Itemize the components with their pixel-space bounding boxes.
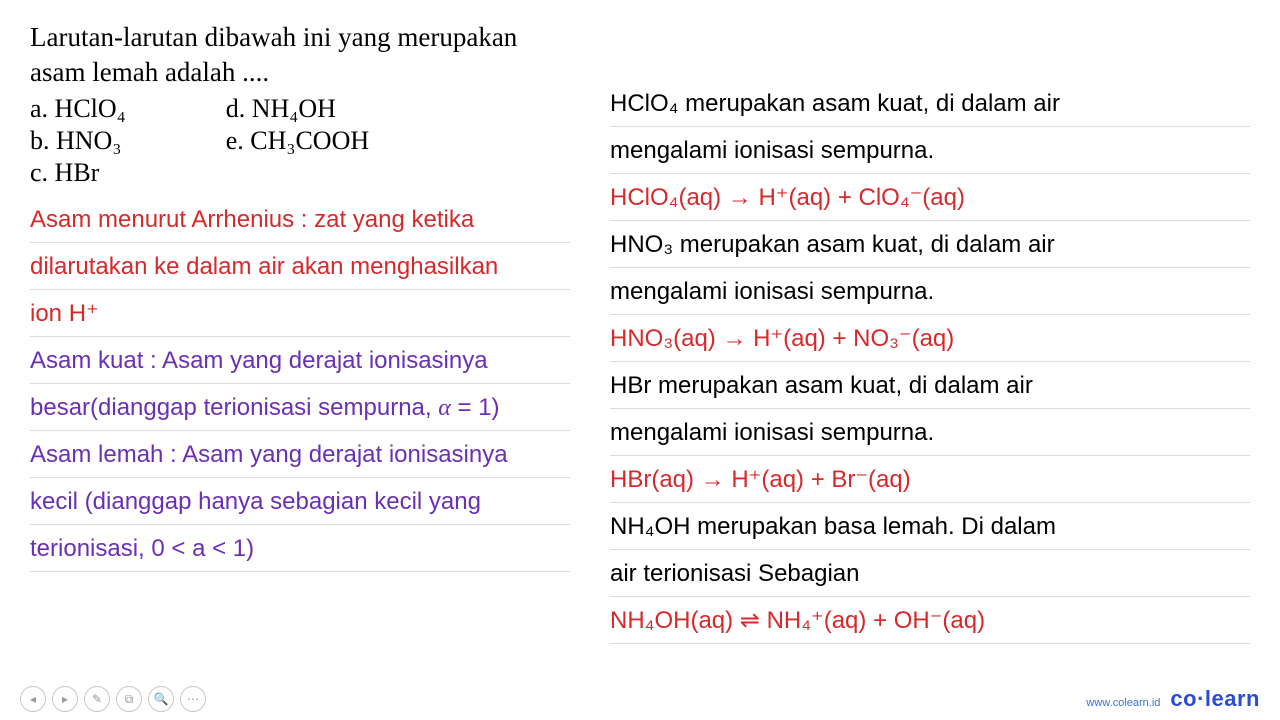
copy-button[interactable]: ⧉ <box>116 686 142 712</box>
zoom-button[interactable]: 🔍 <box>148 686 174 712</box>
content-area: Larutan-larutan dibawah ini yang merupak… <box>0 0 1280 644</box>
option-b: b. HNO₃ <box>30 126 126 156</box>
eq-hclo4: HClO₄(aq) → H⁺(aq) + ClO₄⁻(aq) <box>610 174 1250 221</box>
note-asam-kuat-1: Asam kuat : Asam yang derajat ionisasiny… <box>30 337 570 384</box>
eq-hbr: HBr(aq) → H⁺(aq) + Br⁻(aq) <box>610 456 1250 503</box>
note-asam-kuat-2c: = 1) <box>451 394 500 421</box>
option-e: e. CH₃COOH <box>226 126 369 156</box>
options-col-2: d. NH₄OH e. CH₃COOH <box>226 94 369 188</box>
footer-bar: ◂ ▸ ✎ ⧉ 🔍 ⋯ www.colearn.id co·learn <box>0 686 1280 712</box>
eq-nh4oh: NH₄OH(aq) ⇌ NH₄⁺(aq) + OH⁻(aq) <box>610 597 1250 644</box>
prev-button[interactable]: ◂ <box>20 686 46 712</box>
note-asam-kuat-2: besar(dianggap terionisasi sempurna, α =… <box>30 384 570 431</box>
question-line-1: Larutan-larutan dibawah ini yang merupak… <box>30 20 570 55</box>
option-d: d. NH₄OH <box>226 94 369 124</box>
expl-hbr-2: mengalami ionisasi sempurna. <box>610 409 1250 456</box>
question-line-2: asam lemah adalah .... <box>30 55 570 90</box>
right-column: HClO₄ merupakan asam kuat, di dalam air … <box>610 20 1250 644</box>
alpha-symbol: α <box>438 395 451 421</box>
left-column: Larutan-larutan dibawah ini yang merupak… <box>30 20 570 644</box>
note-asam-kuat-2a: besar(dianggap terionisasi sempurna, <box>30 394 438 421</box>
expl-nh4oh-2: air terionisasi Sebagian <box>610 550 1250 597</box>
option-a: a. HClO₄ <box>30 94 126 124</box>
expl-hno3-2: mengalami ionisasi sempurna. <box>610 268 1250 315</box>
brand-area: www.colearn.id co·learn <box>1086 686 1260 712</box>
expl-hno3-1: HNO₃ merupakan asam kuat, di dalam air <box>610 221 1250 268</box>
brand-url: www.colearn.id <box>1086 697 1160 709</box>
options-col-1: a. HClO₄ b. HNO₃ c. HBr <box>30 94 126 188</box>
note-arrhenius-3: ion H⁺ <box>30 290 570 337</box>
note-arrhenius-1: Asam menurut Arrhenius : zat yang ketika <box>30 196 570 243</box>
note-asam-lemah-3: terionisasi, 0 < a < 1) <box>30 525 570 572</box>
question-text: Larutan-larutan dibawah ini yang merupak… <box>30 20 570 90</box>
more-button[interactable]: ⋯ <box>180 686 206 712</box>
player-controls: ◂ ▸ ✎ ⧉ 🔍 ⋯ <box>20 686 206 712</box>
note-arrhenius-2: dilarutakan ke dalam air akan menghasilk… <box>30 243 570 290</box>
note-asam-lemah-2: kecil (dianggap hanya sebagian kecil yan… <box>30 478 570 525</box>
expl-hclo4-1: HClO₄ merupakan asam kuat, di dalam air <box>610 80 1250 127</box>
expl-hclo4-2: mengalami ionisasi sempurna. <box>610 127 1250 174</box>
next-button[interactable]: ▸ <box>52 686 78 712</box>
option-c: c. HBr <box>30 158 126 188</box>
answer-options: a. HClO₄ b. HNO₃ c. HBr d. NH₄OH e. CH₃C… <box>30 94 570 188</box>
brand-logo: co·learn <box>1170 686 1260 712</box>
expl-nh4oh-1: NH₄OH merupakan basa lemah. Di dalam <box>610 503 1250 550</box>
expl-hbr-1: HBr merupakan asam kuat, di dalam air <box>610 362 1250 409</box>
edit-button[interactable]: ✎ <box>84 686 110 712</box>
eq-hno3: HNO₃(aq) → H⁺(aq) + NO₃⁻(aq) <box>610 315 1250 362</box>
note-asam-lemah-1: Asam lemah : Asam yang derajat ionisasin… <box>30 431 570 478</box>
